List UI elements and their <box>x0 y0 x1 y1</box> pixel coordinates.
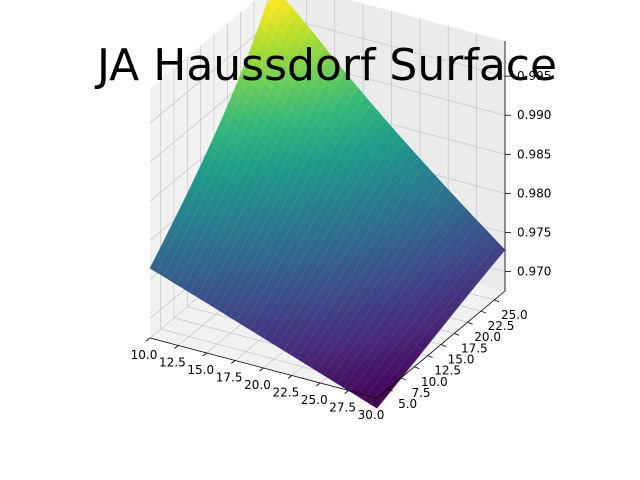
x-tick-label: 17.5 <box>216 371 243 385</box>
z-tick-label: 0.995 <box>517 69 551 83</box>
y-tick-label: 10.0 <box>421 375 448 389</box>
y-tick-mark <box>480 310 487 314</box>
grid-line-z-back <box>277 15 506 77</box>
mesh-line <box>149 0 271 269</box>
x-tick-mark <box>230 360 236 364</box>
mesh-line <box>356 228 486 396</box>
y-tick-label: 22.5 <box>488 319 515 333</box>
mesh-line <box>350 221 479 392</box>
surface-mesh <box>149 0 506 409</box>
z-tick-label: 0.990 <box>517 108 551 122</box>
x-tick-mark <box>202 352 207 357</box>
mesh-line <box>283 149 412 351</box>
mesh-line <box>163 6 292 277</box>
mesh-line <box>249 111 379 330</box>
mesh-line <box>343 214 472 388</box>
x-tick-label: 12.5 <box>159 356 186 370</box>
mesh-line <box>256 119 386 334</box>
x-tick-mark <box>259 367 264 372</box>
x-tick-label: 10.0 <box>131 348 158 362</box>
mesh-line <box>243 103 372 326</box>
y-tick-label: 20.0 <box>474 330 501 344</box>
x-tick-label: 15.0 <box>187 363 214 377</box>
y-tick-mark <box>427 355 433 359</box>
x-tick-mark <box>287 375 293 379</box>
y-tick-label: 17.5 <box>461 341 488 355</box>
z-tick-label: 0.985 <box>517 147 551 161</box>
mesh-line <box>323 193 452 376</box>
mesh-line <box>276 141 406 347</box>
chart-title: JA Haussdorf Surface <box>94 40 557 91</box>
x-tick-label: 25.0 <box>301 393 328 407</box>
mesh-line <box>183 30 312 289</box>
y-tick-mark <box>440 344 447 347</box>
mesh-line <box>303 171 432 363</box>
x-tick-mark <box>145 337 151 342</box>
mesh-line <box>363 235 492 400</box>
mesh-line <box>236 95 365 322</box>
y-tick-mark <box>467 321 473 325</box>
x-tick-label: 22.5 <box>273 386 300 400</box>
z-tick-label: 0.975 <box>517 225 551 239</box>
y-tick-label: 15.0 <box>448 353 475 367</box>
y-tick-mark <box>400 377 407 381</box>
mesh-line <box>203 55 332 301</box>
x-tick-mark <box>174 345 179 349</box>
y-tick-label: 12.5 <box>434 364 461 378</box>
x-tick-label: 27.5 <box>329 401 356 415</box>
mesh-line <box>196 47 325 297</box>
z-tick-label: 0.980 <box>517 186 551 200</box>
x-tick-mark <box>344 390 349 394</box>
y-tick-mark <box>387 388 393 392</box>
x-tick-mark <box>372 397 378 402</box>
mesh-line <box>370 242 499 405</box>
mesh-line <box>169 14 299 281</box>
x-tick-label: 20.0 <box>244 378 271 392</box>
mesh-line <box>316 186 446 372</box>
mesh-line <box>336 207 466 384</box>
tick-labels: 10.012.515.017.520.022.525.027.530.05.07… <box>131 69 552 422</box>
y-tick-label: 5.0 <box>398 397 417 411</box>
mesh-line <box>296 164 426 359</box>
mesh-line <box>216 71 345 310</box>
mesh-line <box>209 63 339 305</box>
mesh-line <box>290 156 419 355</box>
mesh-line <box>269 134 399 343</box>
z-tick-label: 0.970 <box>517 264 551 278</box>
y-tick-mark <box>494 299 500 303</box>
y-tick-mark <box>414 366 420 370</box>
y-tick-label: 7.5 <box>411 386 430 400</box>
mesh-line <box>229 87 359 318</box>
mesh-line <box>176 22 305 285</box>
x-tick-mark <box>316 382 321 387</box>
y-tick-mark <box>454 332 460 336</box>
surface-facet <box>369 398 382 409</box>
y-tick-label: 25.0 <box>501 308 528 322</box>
mesh-line <box>310 178 439 367</box>
x-tick-label: 30.0 <box>358 408 385 422</box>
mesh-line <box>263 126 392 338</box>
mesh-line <box>223 80 352 314</box>
mesh-line <box>189 39 319 293</box>
mesh-line <box>376 249 506 409</box>
mesh-line <box>330 200 459 380</box>
mesh-line <box>156 0 285 273</box>
